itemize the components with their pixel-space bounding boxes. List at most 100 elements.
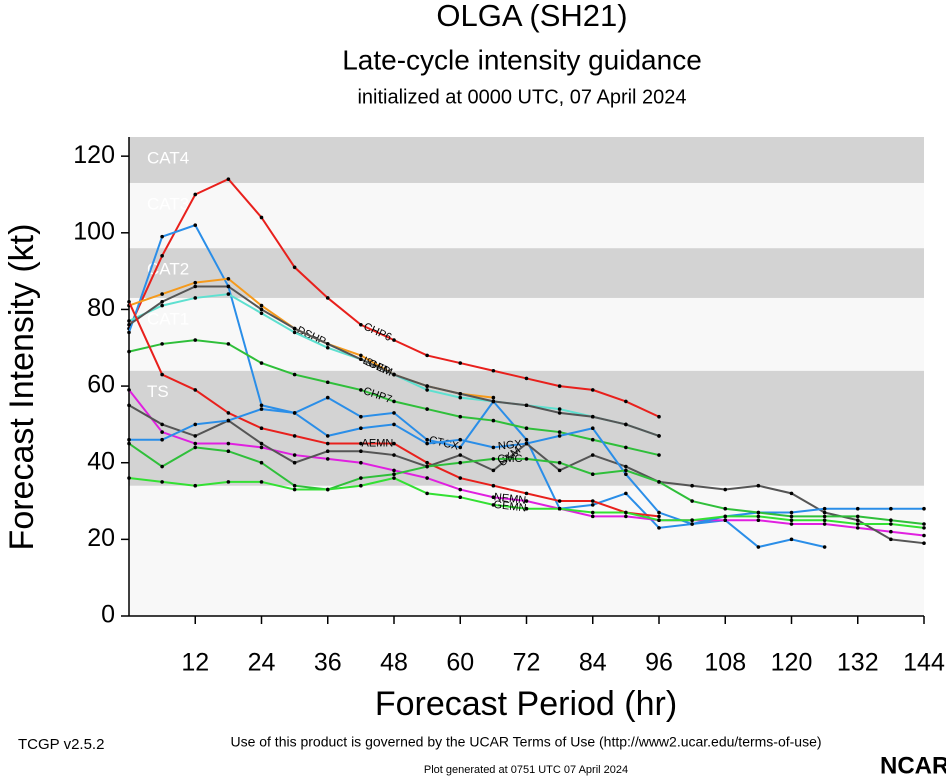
series-label: GEMN: [493, 499, 527, 515]
data-point: [624, 491, 628, 496]
data-point: [557, 434, 562, 438]
data-point: [889, 518, 893, 522]
data-point: [922, 526, 926, 530]
data-point: [690, 483, 694, 488]
data-point: [359, 460, 363, 465]
data-point: [292, 411, 297, 415]
x-tick-label: 24: [248, 649, 276, 677]
data-point: [226, 292, 231, 296]
data-point: [359, 449, 363, 454]
data-point: [160, 253, 164, 258]
data-point: [392, 441, 396, 446]
data-point: [723, 506, 728, 511]
data-point: [193, 422, 198, 427]
data-point: [590, 499, 595, 503]
series-label: NGX: [497, 438, 523, 453]
data-point: [325, 380, 330, 385]
data-point: [226, 342, 231, 346]
data-point: [292, 483, 297, 488]
data-point: [590, 414, 595, 419]
data-point: [458, 495, 463, 500]
data-point: [392, 399, 396, 404]
data-point: [822, 514, 827, 519]
data-point: [226, 418, 231, 423]
data-point: [491, 495, 496, 500]
data-point: [524, 441, 529, 446]
data-point: [425, 491, 429, 496]
data-point: [259, 311, 264, 316]
data-point: [789, 518, 794, 522]
band-label: CAT4: [147, 148, 189, 167]
data-point: [193, 296, 198, 300]
data-point: [259, 441, 264, 446]
data-point: [160, 234, 164, 239]
data-point: [127, 437, 131, 442]
data-point: [624, 468, 628, 473]
y-tick-label: 80: [87, 294, 115, 322]
data-point: [292, 453, 297, 457]
data-point: [822, 545, 827, 549]
data-point: [458, 395, 463, 400]
data-point: [259, 361, 264, 365]
chart-subtitle: Late-cycle intensity guidance: [342, 44, 702, 75]
data-point: [889, 506, 893, 511]
data-point: [325, 395, 330, 400]
data-point: [524, 506, 529, 511]
terms: Use of this product is governed by the U…: [230, 734, 821, 750]
generated: Plot generated at 0751 UTC 07 April 2024: [424, 764, 628, 776]
y-tick-label: 120: [73, 141, 115, 169]
data-point: [259, 307, 264, 312]
data-point: [193, 434, 198, 438]
data-point: [392, 372, 396, 377]
data-point: [458, 414, 463, 419]
data-point: [359, 353, 363, 358]
x-tick-label: 60: [446, 649, 474, 677]
data-point: [657, 414, 661, 419]
data-point: [557, 430, 562, 434]
data-point: [789, 522, 794, 526]
series-label: NEMN: [493, 491, 527, 507]
data-point: [624, 464, 628, 469]
data-point: [624, 514, 628, 519]
data-point: [458, 361, 463, 365]
data-point: [889, 529, 893, 534]
data-point: [723, 514, 728, 519]
data-point: [127, 388, 131, 392]
data-point: [855, 526, 860, 530]
data-point: [590, 514, 595, 519]
data-point: [392, 338, 396, 342]
data-point: [723, 518, 728, 522]
series-label: AEMN: [362, 437, 394, 449]
data-point: [127, 403, 131, 408]
data-point: [325, 457, 330, 461]
data-point: [193, 192, 198, 197]
data-point: [292, 434, 297, 438]
data-point: [690, 518, 694, 522]
data-point: [657, 514, 661, 519]
data-point: [855, 522, 860, 526]
data-point: [259, 445, 264, 450]
data-point: [160, 464, 164, 469]
data-point: [590, 503, 595, 507]
data-point: [226, 480, 231, 484]
x-tick-label: 96: [645, 649, 673, 677]
y-tick-label: 100: [73, 217, 115, 245]
data-point: [458, 437, 463, 442]
data-point: [557, 384, 562, 388]
data-point: [590, 510, 595, 515]
data-point: [756, 514, 761, 519]
data-point: [657, 453, 661, 457]
x-tick-label: 120: [771, 649, 813, 677]
data-point: [127, 299, 131, 304]
data-point: [723, 487, 728, 492]
data-point: [259, 426, 264, 431]
x-tick-label: 144: [903, 649, 945, 677]
data-point: [292, 326, 297, 331]
data-point: [657, 526, 661, 530]
data-point: [491, 399, 496, 404]
data-point: [392, 476, 396, 480]
x-tick-label: 12: [181, 649, 209, 677]
y-tick-label: 0: [101, 601, 115, 629]
data-point: [756, 510, 761, 515]
data-point: [359, 388, 363, 392]
